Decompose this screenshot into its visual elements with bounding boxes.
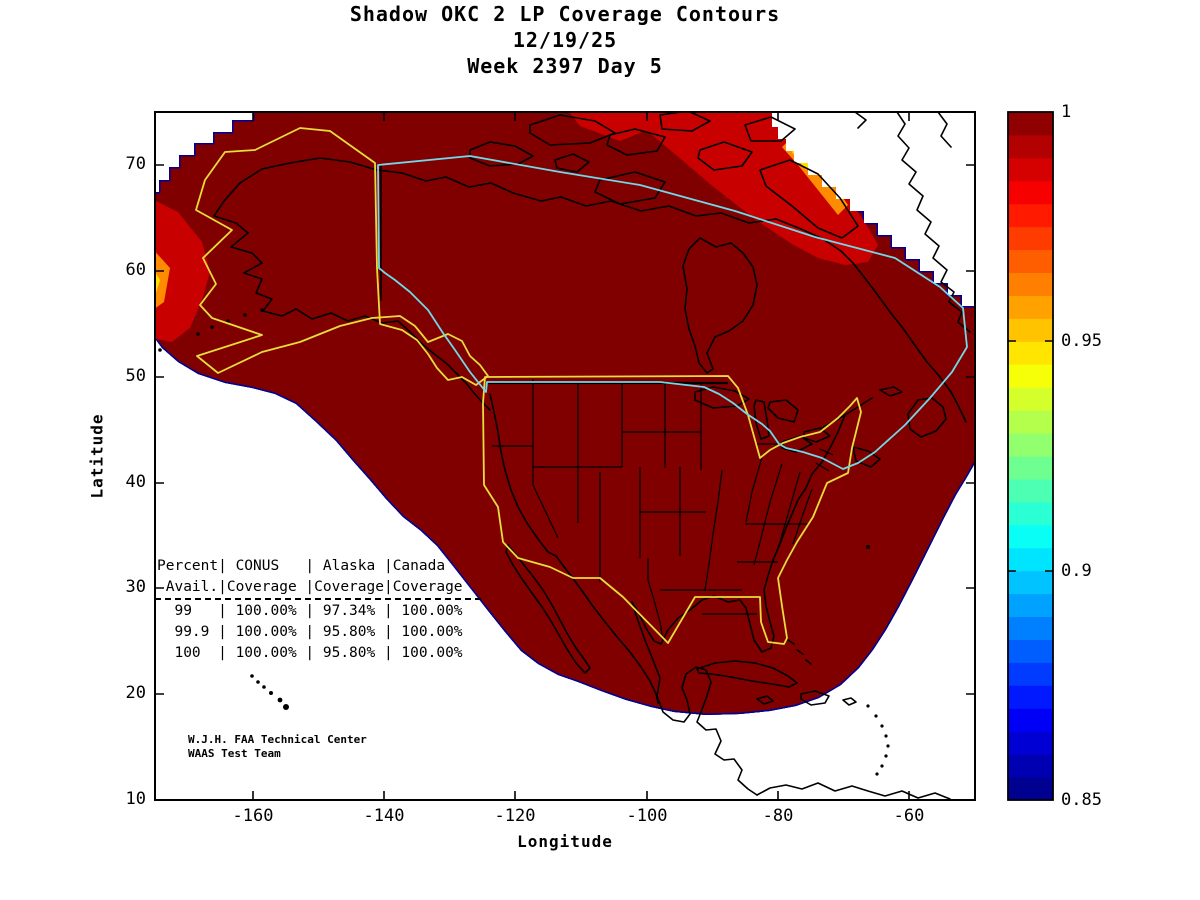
y-tick-label: 50 bbox=[125, 366, 146, 386]
x-tick-label: -80 bbox=[762, 806, 794, 826]
x-tick-label: -100 bbox=[626, 806, 668, 826]
colorbar-cell bbox=[1008, 364, 1053, 388]
colorbar-cell bbox=[1008, 777, 1053, 801]
colorbar-cell bbox=[1008, 203, 1053, 228]
axis-ticks bbox=[155, 112, 975, 800]
x-tick-label: -160 bbox=[232, 806, 274, 826]
colorbar-cell bbox=[1008, 433, 1053, 457]
colorbar-cell bbox=[1008, 616, 1053, 640]
x-tick-label: -120 bbox=[494, 806, 536, 826]
conus-boundary bbox=[482, 375, 862, 645]
plot-frame bbox=[154, 111, 976, 801]
coverage-region bbox=[155, 112, 975, 715]
y-tick-label: 30 bbox=[125, 577, 146, 597]
colorbar-cell bbox=[1008, 524, 1053, 549]
colorbar-cell bbox=[1008, 112, 1053, 136]
colorbar-tick-label: 0.95 bbox=[1061, 331, 1102, 351]
y-tick-label: 10 bbox=[125, 789, 146, 809]
colorbar-cell bbox=[1008, 341, 1053, 365]
colorbar-cell bbox=[1008, 639, 1053, 663]
stats-table-header-2: Avail.|Coverage |Coverage|Coverage bbox=[157, 579, 463, 595]
stats-table-header-1: Percent| CONUS | Alaska |Canada bbox=[157, 558, 446, 574]
colorbar-cell bbox=[1008, 478, 1053, 503]
colorbar-cell bbox=[1008, 157, 1053, 182]
colorbar-frame bbox=[1007, 111, 1054, 801]
chart-week-day: Week 2397 Day 5 bbox=[467, 54, 663, 78]
alaska-boundary bbox=[195, 127, 489, 386]
colorbar-cell bbox=[1008, 547, 1053, 572]
colorbar-cell bbox=[1008, 318, 1053, 342]
stats-table-row: 99 | 100.00% | 97.34% | 100.00% bbox=[157, 603, 463, 619]
colorbar-cell bbox=[1008, 272, 1053, 296]
chart-date: 12/19/25 bbox=[512, 28, 618, 52]
colorbar-cell bbox=[1008, 134, 1053, 159]
colorbar-ticks bbox=[1008, 340, 1053, 572]
credit-line-2: WAAS Test Team bbox=[188, 747, 281, 760]
plot-area bbox=[155, 112, 975, 800]
y-tick-label: 70 bbox=[125, 154, 146, 174]
x-tick-label: -60 bbox=[893, 806, 925, 826]
colorbar-cell bbox=[1008, 456, 1053, 480]
colorbar-cell bbox=[1008, 295, 1053, 319]
colorbar-cell bbox=[1008, 708, 1053, 732]
jet-fringe-band bbox=[155, 112, 975, 715]
y-tick-label: 40 bbox=[125, 472, 146, 492]
credit-line-1: W.J.H. FAA Technical Center bbox=[188, 733, 367, 746]
chart-title: Shadow OKC 2 LP Coverage Contours bbox=[349, 2, 781, 26]
colorbar-cell bbox=[1008, 410, 1053, 434]
colorbar-cell bbox=[1008, 754, 1053, 778]
y-tick-label: 20 bbox=[125, 683, 146, 703]
island-specks bbox=[158, 308, 890, 776]
colorbar-cell bbox=[1008, 180, 1053, 205]
state-borders bbox=[492, 379, 834, 641]
colorbar-cell bbox=[1008, 662, 1053, 686]
colorbar-cell bbox=[1008, 387, 1053, 411]
colorbar-cell bbox=[1008, 501, 1053, 526]
stats-table-row: 99.9 | 100.00% | 95.80% | 100.00% bbox=[157, 624, 463, 640]
x-axis-label: Longitude bbox=[517, 832, 613, 851]
colorbar-cell bbox=[1008, 593, 1053, 618]
colorbar-cell bbox=[1008, 731, 1053, 755]
colorbar-cell bbox=[1008, 249, 1053, 274]
colorbar-cell bbox=[1008, 685, 1053, 709]
service-volume-boundaries bbox=[195, 127, 862, 645]
colorbar-cells bbox=[1008, 112, 1053, 801]
x-tick-label: -140 bbox=[363, 806, 405, 826]
colorbar-cell bbox=[1008, 226, 1053, 251]
stats-table-separator bbox=[155, 598, 481, 600]
colorbar-tick-label: 1 bbox=[1061, 102, 1072, 122]
canada-boundary bbox=[377, 155, 968, 470]
colorbar-tick-label: 0.85 bbox=[1061, 790, 1102, 810]
colorbar-tick-label: 0.9 bbox=[1061, 561, 1092, 581]
colorbar-cell bbox=[1008, 570, 1053, 595]
y-tick-label: 60 bbox=[125, 260, 146, 280]
stats-table-row: 100 | 100.00% | 95.80% | 100.00% bbox=[157, 645, 463, 661]
coastlines bbox=[213, 112, 971, 800]
